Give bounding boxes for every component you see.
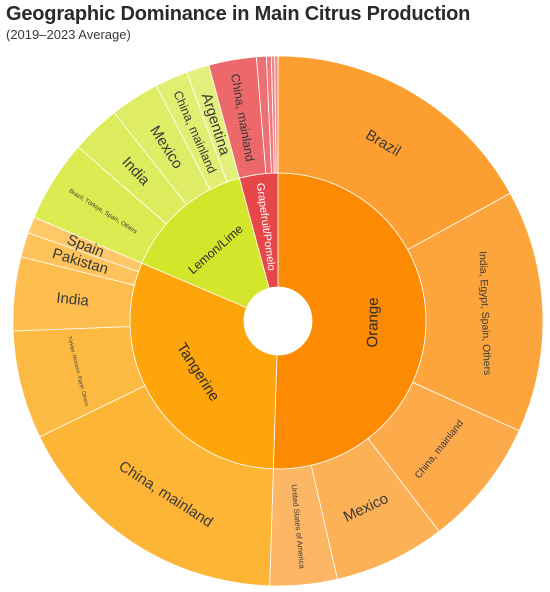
chart-subtitle: (2019–2023 Average) bbox=[6, 27, 131, 42]
outer-segment-tangerine-1[interactable] bbox=[39, 385, 274, 587]
outer-segment-grapefruit-pomelo-5[interactable] bbox=[274, 55, 279, 174]
outer-label-orange-india-egypt-spain-others: India, Egypt, Spain, Others bbox=[477, 251, 493, 376]
inner-label-orange: Orange bbox=[364, 297, 382, 347]
center-hole bbox=[244, 287, 312, 355]
outer-segment-orange-2[interactable] bbox=[407, 192, 544, 432]
outer-label-tangerine-india: India bbox=[56, 289, 91, 309]
outer-segment-orange-1[interactable] bbox=[277, 55, 511, 251]
chart-title: Geographic Dominance in Main Citrus Prod… bbox=[6, 3, 471, 25]
